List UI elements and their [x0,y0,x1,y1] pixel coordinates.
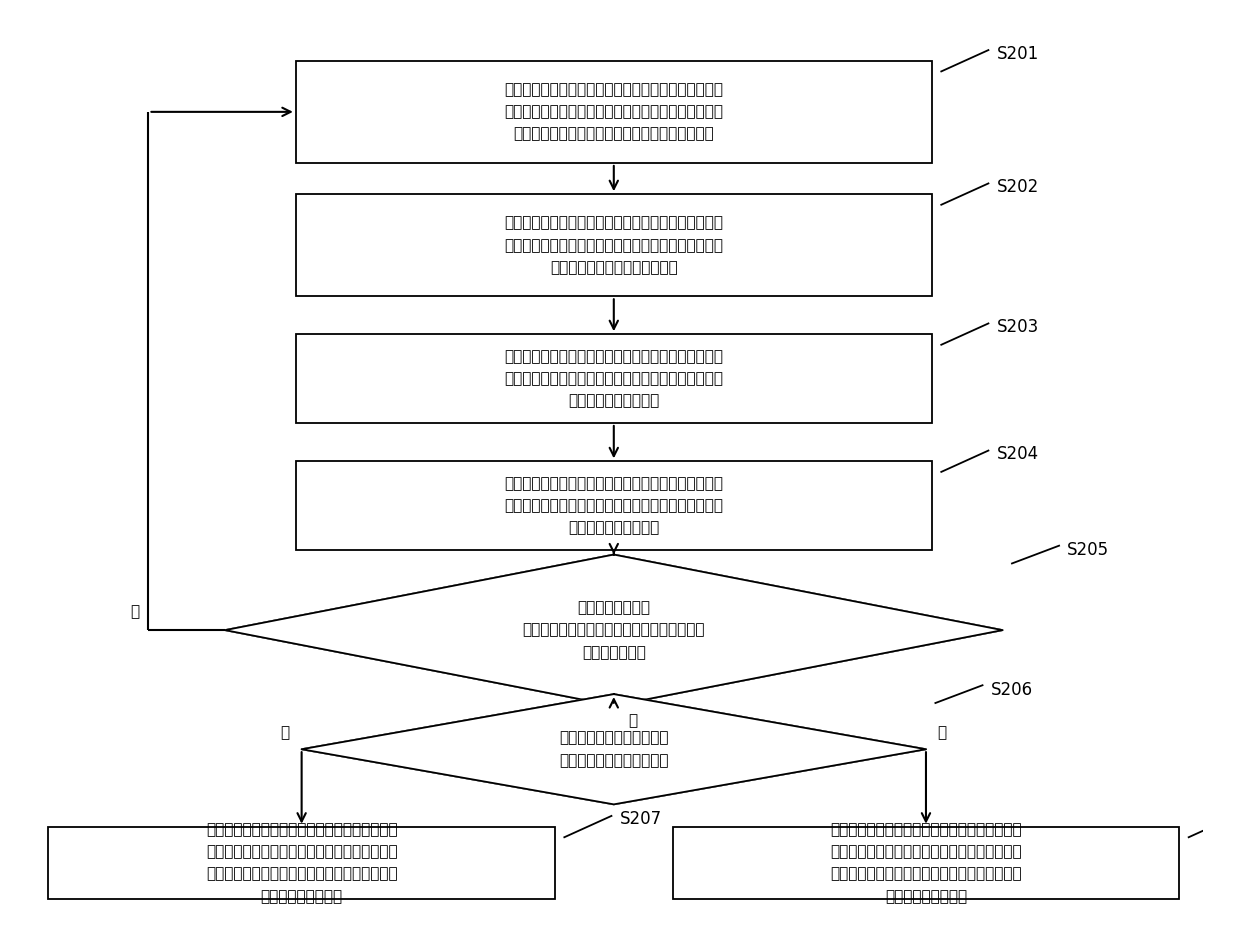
Text: 向所述第二轮组下发所述加速度调节指令，调节
所述下一周期的所述第二平均加速度曲率，以使
调节后的第二平均加速度曲率与当前时刻的第一
平均加速度曲率相等: 向所述第二轮组下发所述加速度调节指令，调节 所述下一周期的所述第二平均加速度曲率… [830,822,1022,904]
FancyBboxPatch shape [48,827,554,899]
Text: S201: S201 [997,44,1039,63]
Text: S204: S204 [997,445,1039,463]
Text: 否: 否 [627,713,637,728]
Text: 获取所述上一周期所述第二轮组的第二历史加速度，并
根据所述第二历史加速度和所述第二平均加速度计算所
述第二平均加速度曲率: 获取所述上一周期所述第二轮组的第二历史加速度，并 根据所述第二历史加速度和所述第… [505,476,723,535]
Text: 判断第一平均加速度曲率是
否大于第二平均加速度曲率: 判断第一平均加速度曲率是 否大于第二平均加速度曲率 [559,731,668,768]
Polygon shape [226,555,1003,706]
Text: 获取当前周期所述第一轮组的第一平均速度和上一周期
所述第一轮组的第一历史平均速度，根据第一平均速度
和所述第一历史平均速度计算所述第一平均加速度: 获取当前周期所述第一轮组的第一平均速度和上一周期 所述第一轮组的第一历史平均速度… [505,82,723,142]
Text: 判断第一平均加速
度曲率与第二平均加速度曲率的曲率比值是否
大于第一预设值: 判断第一平均加速 度曲率与第二平均加速度曲率的曲率比值是否 大于第一预设值 [522,600,706,660]
Text: 向所述第一轮组下发所述加速度调节指令，调节
所述下一周期的所述第一平均加速度曲率，以使
调节后的第一平均加速度曲率与当前时刻的第二
平均加速度曲率相等: 向所述第一轮组下发所述加速度调节指令，调节 所述下一周期的所述第一平均加速度曲率… [206,822,398,904]
FancyBboxPatch shape [672,827,1179,899]
FancyBboxPatch shape [296,194,932,296]
Text: S207: S207 [620,810,662,829]
Text: 是: 是 [280,725,290,741]
Text: S202: S202 [997,178,1039,196]
Polygon shape [301,694,926,805]
FancyBboxPatch shape [296,334,932,423]
Text: 是: 是 [130,605,139,619]
Text: 获取当前周期第二轮组的第二平均速度和上一周期第二
轮组的第二历史平均速度，根据第二平均速度和第二历
史平均速度计算第二平均加速度: 获取当前周期第二轮组的第二平均速度和上一周期第二 轮组的第二历史平均速度，根据第… [505,216,723,275]
Text: S203: S203 [997,318,1039,336]
FancyBboxPatch shape [296,461,932,550]
Text: 否: 否 [937,725,947,741]
FancyBboxPatch shape [296,61,932,163]
Text: S205: S205 [1068,541,1110,559]
Text: S206: S206 [991,681,1033,699]
Text: 获取所述上一周期所述第一轮组的第一历史加速度，并
根据所述第一历史加速度和所述第一平均加速度计算所
述第一平均加速度曲率: 获取所述上一周期所述第一轮组的第一历史加速度，并 根据所述第一历史加速度和所述第… [505,349,723,408]
